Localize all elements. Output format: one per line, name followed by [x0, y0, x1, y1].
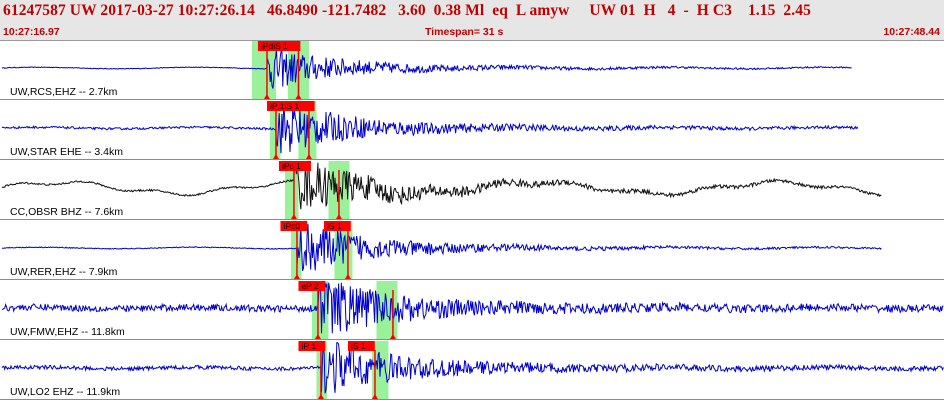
- event-flag: L: [515, 2, 526, 19]
- waveform-trace: [1, 103, 859, 154]
- latitude: 46.8490: [266, 2, 319, 19]
- channel-row[interactable]: iPc0 iS 1 UW,RER,EHZ -- 7.9km: [0, 221, 944, 280]
- pick-triangle: [335, 214, 342, 219]
- pick-label[interactable]: iP 1iS 1: [266, 101, 315, 111]
- pick-label[interactable]: eP 2: [298, 281, 326, 291]
- event-header: 61247587 UW 2017-03-27 10:27:26.14 46.84…: [0, 0, 944, 41]
- count: 4: [667, 2, 676, 19]
- pick-label-text: eP 2: [301, 281, 319, 291]
- channel-row[interactable]: iPdiS 1 UW,RCS,EHZ -- 2.7km: [0, 41, 944, 100]
- magnitude: 0.38: [433, 2, 462, 19]
- waveform-trace: [1, 342, 944, 394]
- pick-triangle: [389, 334, 396, 339]
- pick-triangle: [371, 394, 378, 399]
- pick-triangle: [317, 394, 324, 399]
- pick-label-text: iPc 1: [282, 161, 301, 171]
- end-time: 10:27:48.44: [883, 26, 940, 38]
- h-flag: H: [643, 2, 656, 19]
- value1: 1.15: [747, 2, 776, 19]
- pick-label-text: iPdiS 1: [261, 41, 288, 51]
- value2: 2.45: [783, 2, 811, 19]
- waveform-trace: [1, 161, 882, 210]
- pick-triangle: [290, 214, 297, 219]
- pick-label-text: iS 1: [351, 341, 366, 351]
- channel-label: UW,FMW,EHZ -- 11.8km: [10, 326, 125, 338]
- pick-triangle: [344, 274, 351, 279]
- phase-window: [251, 41, 276, 99]
- waveform-trace: [1, 48, 852, 89]
- waveform-trace: [1, 282, 944, 334]
- channel-row[interactable]: iPc 1 CC,OBSR BHZ -- 7.6km: [0, 161, 944, 220]
- start-time: 10:27:16.97: [3, 26, 60, 38]
- pick-label[interactable]: iP 1: [298, 341, 326, 351]
- pick-label[interactable]: iS 1: [323, 221, 351, 231]
- quality: H C3: [696, 2, 733, 19]
- depth: 3.60: [398, 2, 426, 19]
- channel-label: UW,RER,EHZ -- 7.9km: [10, 266, 118, 278]
- channel-row[interactable]: iP 1iS 1 UW,STAR EHE -- 3.4km: [0, 101, 944, 160]
- phase-window: [284, 161, 299, 219]
- pick-label[interactable]: iPc0: [280, 221, 308, 231]
- pick-label-text: iP 1iS 1: [270, 101, 299, 111]
- waveform-trace: [1, 224, 882, 271]
- pick-triangle: [314, 334, 321, 339]
- source: UW 01: [589, 2, 636, 19]
- longitude: -121.7482: [322, 2, 387, 19]
- channel-label: UW,RCS,EHZ -- 2.7km: [10, 86, 118, 98]
- pick-label[interactable]: iPdiS 1: [257, 41, 301, 51]
- channel-label: CC,OBSR BHZ -- 7.6km: [10, 206, 123, 218]
- pick-triangle: [272, 154, 279, 159]
- mag-type: Ml: [465, 2, 485, 19]
- pick-label-text: iS 1: [327, 221, 342, 231]
- channel-row[interactable]: iP 1 iS 1 UW,LO2 EHZ -- 11.9km: [0, 341, 944, 400]
- pick-triangle: [305, 154, 312, 159]
- pick-label[interactable]: iS 1: [347, 341, 375, 351]
- pick-label[interactable]: iPc 1: [278, 161, 311, 171]
- channel-label: UW,STAR EHE -- 3.4km: [10, 146, 123, 158]
- dash: -: [683, 2, 689, 19]
- pick-label-text: iPc0: [283, 221, 300, 231]
- channel-row[interactable]: eP 2 UW,FMW,EHZ -- 11.8km: [0, 281, 944, 340]
- event-id: 61247587: [3, 2, 66, 19]
- pick-label-text: iP 1: [301, 341, 316, 351]
- datetime: 2017-03-27 10:27:26.14: [100, 2, 256, 19]
- timespan-readout: Timespan= 31 s: [425, 26, 504, 38]
- event-summary-line: 61247587 UW 2017-03-27 10:27:26.14 46.84…: [3, 2, 811, 20]
- network: UW: [69, 2, 97, 19]
- channel-label: UW,LO2 EHZ -- 11.9km: [10, 386, 120, 398]
- pick-triangle: [263, 94, 270, 99]
- analyst: amyw: [529, 2, 570, 19]
- pick-triangle: [295, 94, 302, 99]
- pick-triangle: [293, 274, 300, 279]
- event-type: eq: [492, 2, 508, 19]
